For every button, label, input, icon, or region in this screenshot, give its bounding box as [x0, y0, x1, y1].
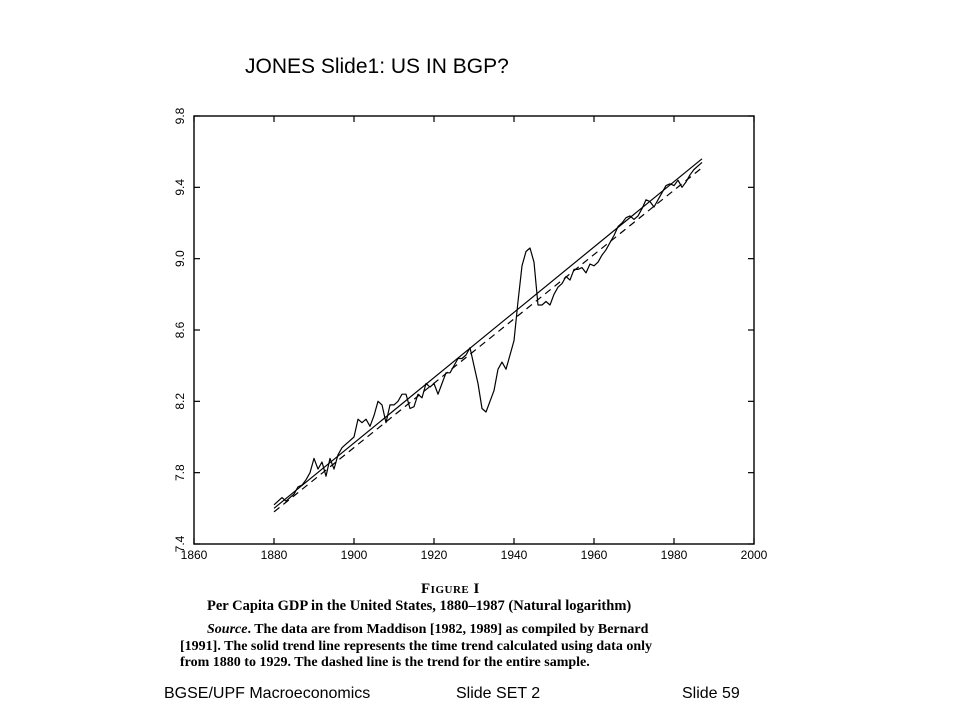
trend-full-sample-line: [273, 167, 703, 513]
slide-title: JONES Slide1: US IN BGP?: [245, 55, 509, 78]
y-tick-label: 8.2: [173, 393, 187, 410]
trend-1880-1929-line: [273, 158, 703, 509]
x-tick-label: 1940: [501, 548, 528, 562]
y-tick-label: 9.4: [173, 179, 187, 196]
source-text-1: . The data are from Maddison [1982, 1989…: [247, 622, 649, 637]
source-line-3: from 1880 to 1929. The dashed line is th…: [180, 655, 590, 670]
source-line-1: Source. The data are from Maddison [1982…: [207, 622, 648, 638]
x-tick-label: 1920: [421, 548, 448, 562]
footer-slide-number: Slide 59: [682, 685, 740, 702]
y-tick-label: 9.8: [173, 107, 187, 124]
x-tick-label: 1980: [661, 548, 688, 562]
footer-slide-set: Slide SET 2: [456, 685, 541, 702]
figure-label: Figure I: [421, 581, 480, 597]
plot-frame: [193, 115, 755, 545]
y-tick-label: 7.8: [173, 464, 187, 481]
figure-title: Per Capita GDP in the United States, 188…: [207, 598, 632, 614]
source-line-2: [1991]. The solid trend line represents …: [180, 639, 652, 654]
x-tick-label: 1900: [341, 548, 368, 562]
x-tick-label: 2000: [741, 548, 768, 562]
x-axis-ticks: 1860 1880 1900 1920 1940 1960 1980 2000: [181, 116, 768, 562]
series-layer: [273, 158, 703, 513]
source-word: Source: [207, 622, 248, 637]
y-tick-label: 9.0: [173, 250, 187, 267]
x-tick-label: 1860: [181, 548, 208, 562]
y-tick-label: 7.4: [173, 535, 187, 552]
y-axis-ticks: 7.4 7.8 8.2 8.6 9.0 9.4 9.8: [173, 107, 754, 552]
x-tick-label: 1880: [261, 548, 288, 562]
y-tick-label: 8.6: [173, 321, 187, 338]
footer-course: BGSE/UPF Macroeconomics: [164, 685, 371, 702]
x-tick-label: 1960: [581, 548, 608, 562]
